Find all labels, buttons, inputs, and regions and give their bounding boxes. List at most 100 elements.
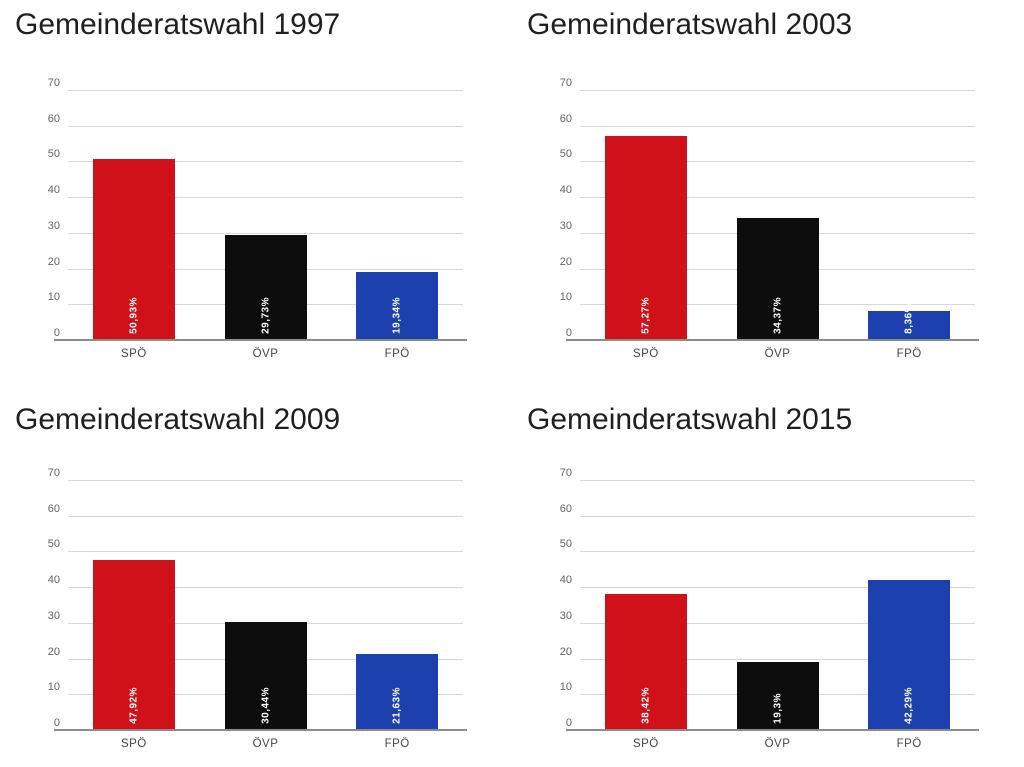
bars: 47,92% 30,44% 21,63% bbox=[68, 481, 463, 731]
bar-slot: 38,42% bbox=[580, 481, 712, 731]
bar-spö: 50,93% bbox=[92, 159, 175, 341]
chart-1997-cell: Gemeinderatswahl 1997 0 10 20 30 40 50 60 70 50… bbox=[0, 0, 512, 383]
y-tick-label-40: 40 bbox=[47, 574, 60, 587]
category-label-spö: SPÖ bbox=[120, 348, 147, 360]
chart-2015-cell: Gemeinderatswahl 2015 0 10 20 30 40 50 60 70 38… bbox=[512, 383, 1024, 767]
bar-spö: 47,92% bbox=[92, 559, 175, 731]
category-label-spö: SPÖ bbox=[120, 738, 147, 750]
chart-title-2009: Gemeinderatswahl 2009 bbox=[15, 403, 341, 436]
y-tick-label-0: 0 bbox=[565, 717, 572, 729]
gridline-60 bbox=[580, 125, 975, 127]
bar-slot: 29,73% bbox=[200, 91, 332, 341]
y-tick-label-20: 20 bbox=[47, 255, 60, 268]
gridline-40 bbox=[580, 587, 975, 589]
bar-övp: 34,37% bbox=[736, 218, 819, 341]
category-label-övp: ÖVP bbox=[764, 348, 791, 360]
bar-övp: 29,73% bbox=[224, 234, 307, 341]
bar-value-label: 47,92% bbox=[128, 687, 140, 724]
gridline-20 bbox=[580, 658, 975, 660]
bars: 57,27% 34,37% 8,36% bbox=[580, 91, 975, 341]
bar-fpö: 42,29% bbox=[868, 579, 951, 731]
x-axis-baseline bbox=[566, 339, 979, 341]
category-label-fpö: FPÖ bbox=[896, 348, 922, 360]
y-tick-label-50: 50 bbox=[47, 538, 60, 551]
category-label-fpö: FPÖ bbox=[896, 738, 922, 750]
y-tick-label-50: 50 bbox=[559, 148, 572, 161]
y-tick-label-60: 60 bbox=[47, 502, 60, 515]
chart-2015-plot-area: 0 10 20 30 40 50 60 70 38,42% 19,3% 42,29% SPÖ ÖVP… bbox=[560, 468, 979, 750]
y-tick-label-30: 30 bbox=[47, 609, 60, 622]
bar-slot: 21,63% bbox=[331, 481, 463, 731]
gridline-60 bbox=[580, 515, 975, 517]
chart-title-2015: Gemeinderatswahl 2015 bbox=[527, 403, 853, 436]
y-tick-label-20: 20 bbox=[559, 645, 572, 658]
category-label-övp: ÖVP bbox=[252, 348, 279, 360]
gridline-70 bbox=[68, 480, 463, 481]
y-tick-label-60: 60 bbox=[559, 502, 572, 515]
y-tick-label-20: 20 bbox=[47, 645, 60, 658]
y-tick-label-60: 60 bbox=[47, 112, 60, 125]
category-axis: SPÖ ÖVP FPÖ bbox=[68, 348, 463, 360]
bar-övp: 19,3% bbox=[736, 662, 819, 731]
x-axis-baseline bbox=[566, 729, 979, 731]
y-tick-label-30: 30 bbox=[559, 609, 572, 622]
bar-value-label: 50,93% bbox=[128, 297, 140, 334]
bars: 50,93% 29,73% 19,34% bbox=[68, 91, 463, 341]
bar-value-label: 38,42% bbox=[640, 687, 652, 724]
bar-slot: 8,36% bbox=[843, 91, 975, 341]
gridline-60 bbox=[68, 125, 463, 127]
gridline-40 bbox=[68, 587, 463, 589]
chart-2003-plot-area: 0 10 20 30 40 50 60 70 57,27% 34,37% 8,36% SPÖ ÖVP… bbox=[560, 78, 979, 360]
y-tick-label-20: 20 bbox=[559, 255, 572, 268]
category-axis: SPÖ ÖVP FPÖ bbox=[580, 738, 975, 750]
chart-2009-plot-area: 0 10 20 30 40 50 60 70 47,92% 30,44% 21,63% SPÖ ÖV… bbox=[48, 468, 467, 750]
bar-slot: 19,3% bbox=[712, 481, 844, 731]
gridline-60 bbox=[68, 515, 463, 517]
category-label-övp: ÖVP bbox=[252, 738, 279, 750]
bar-value-label: 19,34% bbox=[391, 297, 403, 334]
y-tick-label-70: 70 bbox=[47, 77, 60, 89]
y-tick-label-70: 70 bbox=[559, 77, 572, 89]
y-tick-label-50: 50 bbox=[47, 148, 60, 161]
y-tick-label-10: 10 bbox=[47, 681, 60, 694]
y-tick-label-40: 40 bbox=[559, 574, 572, 587]
y-tick-label-10: 10 bbox=[559, 291, 572, 304]
bar-value-label: 57,27% bbox=[640, 297, 652, 334]
chart-title-2003: Gemeinderatswahl 2003 bbox=[527, 8, 853, 41]
gridline-50 bbox=[580, 551, 975, 553]
y-tick-label-0: 0 bbox=[53, 717, 60, 729]
bar-fpö: 19,34% bbox=[356, 271, 439, 341]
y-tick-label-70: 70 bbox=[559, 467, 572, 479]
bar-value-label: 8,36% bbox=[903, 303, 915, 334]
category-label-övp: ÖVP bbox=[764, 738, 791, 750]
gridline-50 bbox=[580, 161, 975, 163]
y-tick-label-10: 10 bbox=[47, 291, 60, 304]
y-tick-label-50: 50 bbox=[559, 538, 572, 551]
category-label-spö: SPÖ bbox=[632, 738, 659, 750]
chart-title-1997: Gemeinderatswahl 1997 bbox=[15, 8, 341, 41]
chart-2003-cell: Gemeinderatswahl 2003 0 10 20 30 40 50 60 70 57… bbox=[512, 0, 1024, 383]
y-tick-label-0: 0 bbox=[565, 327, 572, 339]
bar-value-label: 42,29% bbox=[903, 687, 915, 724]
bar-spö: 38,42% bbox=[604, 593, 687, 731]
bar-slot: 57,27% bbox=[580, 91, 712, 341]
x-axis-baseline bbox=[54, 729, 467, 731]
category-axis: SPÖ ÖVP FPÖ bbox=[68, 738, 463, 750]
y-tick-label-30: 30 bbox=[47, 219, 60, 232]
gridline-70 bbox=[580, 480, 975, 481]
bar-value-label: 29,73% bbox=[260, 297, 271, 334]
gridline-70 bbox=[580, 90, 975, 91]
bar-slot: 34,37% bbox=[712, 91, 844, 341]
chart-2009-cell: Gemeinderatswahl 2009 0 10 20 30 40 50 60 70 47… bbox=[0, 383, 512, 767]
gridline-40 bbox=[68, 197, 463, 199]
bar-spö: 57,27% bbox=[604, 136, 687, 341]
bar-slot: 50,93% bbox=[68, 91, 200, 341]
gridline-40 bbox=[580, 197, 975, 199]
bar-value-label: 34,37% bbox=[772, 297, 783, 334]
chart-1997-plot-area: 0 10 20 30 40 50 60 70 50,93% 29,73% 19,34% SPÖ ÖV… bbox=[48, 78, 467, 360]
y-tick-label-0: 0 bbox=[53, 327, 60, 339]
gridline-50 bbox=[68, 161, 463, 163]
bar-fpö: 21,63% bbox=[356, 653, 439, 731]
category-label-fpö: FPÖ bbox=[384, 738, 410, 750]
